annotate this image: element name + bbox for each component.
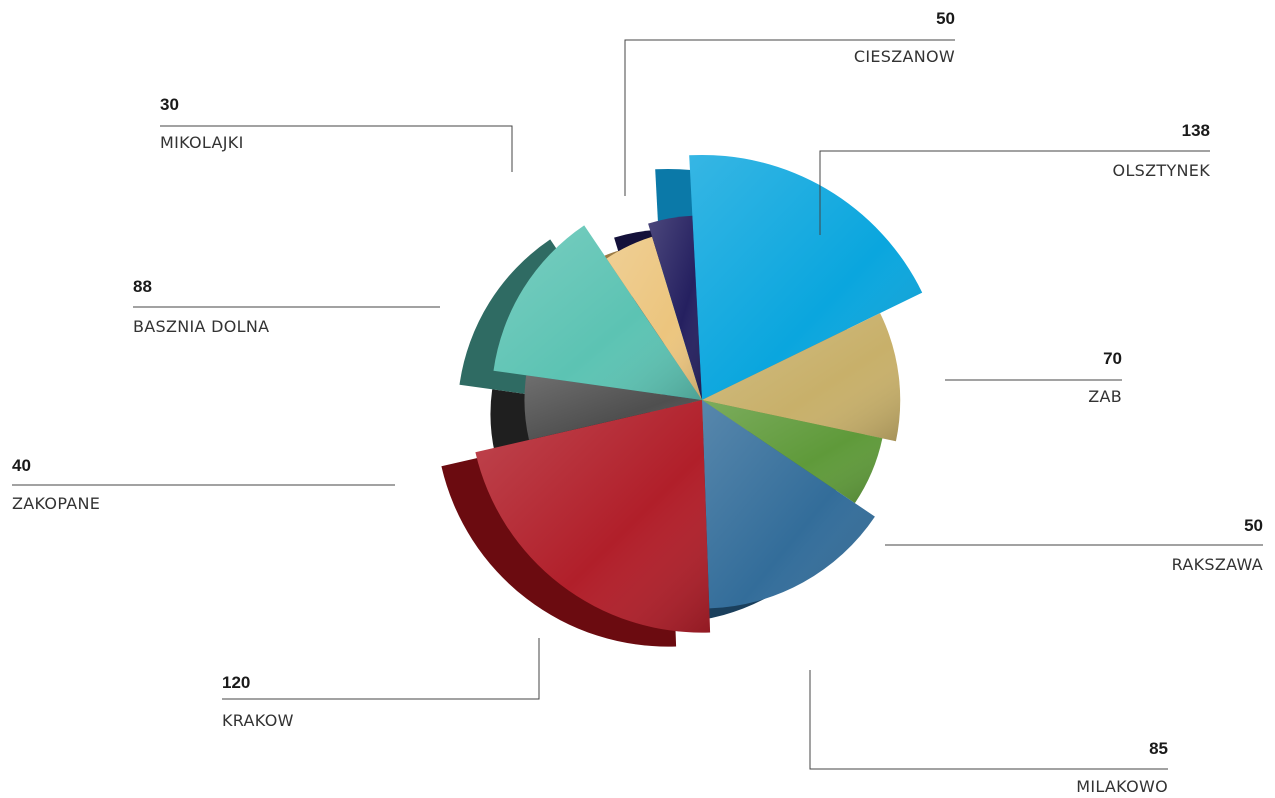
value-label-zakopane: 40: [12, 456, 31, 475]
slice-sheen-milakowo: [702, 400, 875, 609]
value-label-rakszawa: 50: [1244, 516, 1263, 535]
slice-sheen-rakszawa: [702, 400, 883, 504]
slice-sheen-olsztynek: [689, 154, 923, 400]
category-label-krakow: KRAKOW: [222, 711, 294, 730]
value-label-olsztynek: 138: [1182, 121, 1210, 140]
leader-lines: [12, 39, 1263, 770]
value-label-mikolajki: 30: [160, 95, 179, 114]
category-label-rakszawa: RAKSZAWA: [1172, 555, 1263, 574]
category-label-milakowo: MILAKOWO: [1076, 777, 1168, 796]
value-label-zab: 70: [1103, 349, 1122, 368]
slice-tops: [475, 154, 923, 633]
slice-sheen-zab: [702, 313, 901, 442]
slice-sheen-basznia-dolna: [493, 225, 702, 400]
category-label-olsztynek: OLSZTYNEK: [1113, 161, 1211, 180]
category-label-mikolajki: MIKOLAJKI: [160, 133, 244, 152]
category-label-zab: ZAB: [1088, 387, 1122, 406]
value-label-basznia: 88: [133, 277, 152, 296]
leader-olsztynek: [819, 150, 1210, 235]
slice-labels: 50 CIESZANOW 30 MIKOLAJKI 138 OLSZTYNEK …: [12, 9, 1263, 796]
slice-sheen-mikolajki: [606, 236, 702, 400]
leader-cieszanow: [624, 39, 955, 196]
value-label-cieszanow: 50: [936, 9, 955, 28]
category-label-basznia: BASZNIA DOLNA: [133, 317, 269, 336]
value-label-milakowo: 85: [1149, 739, 1168, 758]
leader-milakowo: [809, 670, 1168, 770]
leader-mikolajki: [160, 125, 513, 172]
value-label-krakow: 120: [222, 673, 250, 692]
slice-sheen-cieszanow: [648, 215, 702, 400]
category-label-zakopane: ZAKOPANE: [12, 494, 100, 513]
slice-sheen-zakopane: [524, 375, 702, 440]
slice-sheen-krakow: [475, 400, 711, 633]
leader-krakow: [222, 638, 540, 700]
category-label-cieszanow: CIESZANOW: [854, 47, 955, 66]
